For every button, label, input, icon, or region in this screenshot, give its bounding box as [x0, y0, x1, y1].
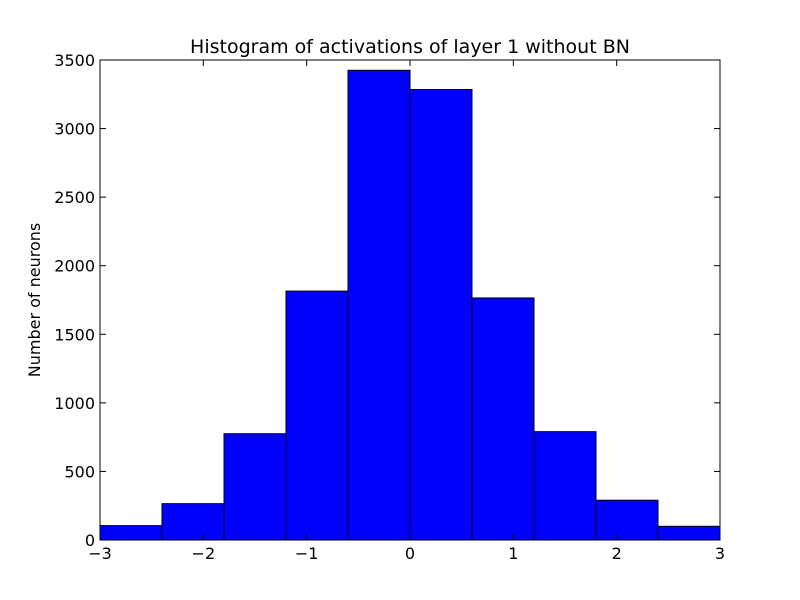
- x-tick-label: 0: [405, 544, 415, 563]
- plot-frame: [99, 59, 721, 541]
- ticks-group: −3 −2 −1 0 1 2 3 0 500 1000 1500 2000 2500 3000 3500: [54, 51, 725, 563]
- histogram-bar: [161, 503, 225, 541]
- bars-group: [99, 69, 721, 541]
- x-tick-label: −2: [192, 544, 216, 563]
- histogram-bar: [471, 297, 535, 541]
- y-tick-label: 2500: [54, 188, 95, 207]
- y-tick-label: 0: [85, 531, 95, 550]
- x-tick-label: −1: [295, 544, 319, 563]
- y-tick-label: 1000: [54, 394, 95, 413]
- histogram-bar: [657, 525, 721, 541]
- histogram-bar: [99, 525, 163, 541]
- x-tick-label: 3: [715, 544, 725, 563]
- histogram-bar: [223, 433, 287, 541]
- y-tick-label: 3500: [54, 51, 95, 70]
- histogram-bar: [347, 69, 411, 541]
- x-tick-label: 2: [612, 544, 622, 563]
- histogram-bar: [533, 431, 597, 541]
- x-tick-label: 1: [508, 544, 518, 563]
- histogram-bar: [409, 88, 473, 541]
- y-tick-label: 2000: [54, 257, 95, 276]
- y-tick-label: 3000: [54, 120, 95, 139]
- y-tick-label: 1500: [54, 325, 95, 344]
- histogram-bar: [285, 290, 349, 541]
- chart-title: Histogram of activations of layer 1 with…: [190, 36, 630, 58]
- y-tick-label: 500: [64, 462, 95, 481]
- histogram-bar: [595, 499, 659, 541]
- y-axis-label: Number of neurons: [25, 223, 44, 377]
- x-tick-label: −3: [88, 544, 112, 563]
